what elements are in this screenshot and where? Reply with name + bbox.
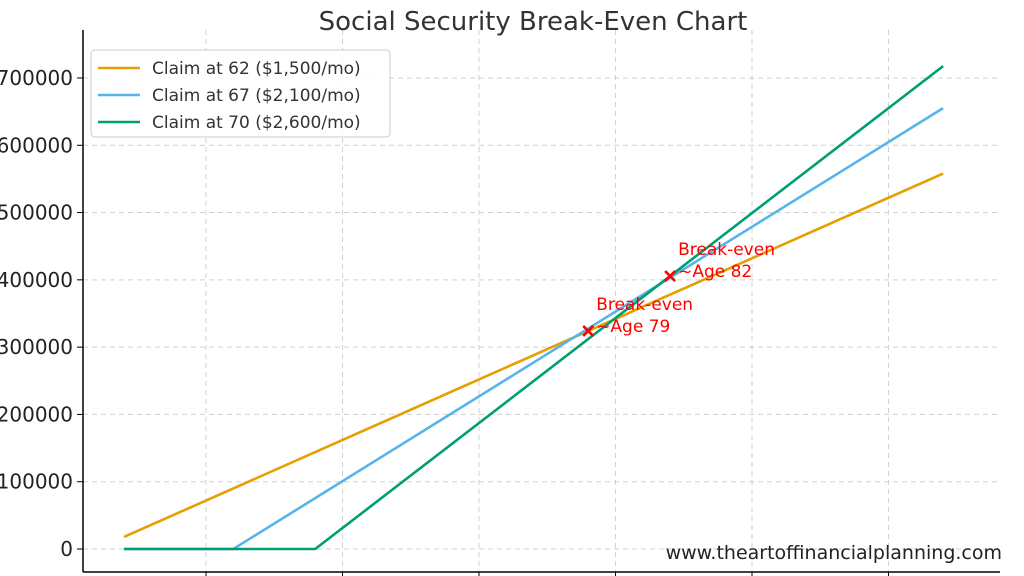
chart-title: Social Security Break-Even Chart: [319, 7, 748, 37]
y-tick-label: 200000: [0, 402, 73, 426]
y-tick-label: 300000: [0, 335, 73, 359]
y-tick-label: 100000: [0, 470, 73, 494]
legend-label: Claim at 67 ($2,100/mo): [152, 86, 361, 106]
break-even-marker: [582, 325, 595, 337]
y-tick-label: 700000: [0, 66, 73, 90]
series-line-claim-62: [123, 172, 944, 539]
legend-label: Claim at 62 ($1,500/mo): [152, 59, 361, 79]
break-even-age-label: ~Age 79: [596, 317, 670, 337]
break-even-age-label: ~Age 82: [678, 262, 752, 282]
watermark: www.theartoffinancialplanning.com: [666, 542, 1002, 564]
break-even-marker: [664, 270, 677, 282]
legend-label: Claim at 70 ($2,600/mo): [152, 113, 361, 133]
y-tick-label: 400000: [0, 268, 73, 292]
y-tick-label: 600000: [0, 133, 73, 157]
break-even-label: Break-even: [678, 240, 775, 260]
y-tick-label: 0: [60, 537, 73, 561]
y-tick-label: 500000: [0, 201, 73, 225]
legend: Claim at 62 ($1,500/mo) Claim at 67 ($2,1…: [90, 49, 391, 138]
break-even-label: Break-even: [596, 295, 693, 315]
legend-box: [90, 49, 391, 138]
series-line-claim-70: [124, 65, 944, 551]
